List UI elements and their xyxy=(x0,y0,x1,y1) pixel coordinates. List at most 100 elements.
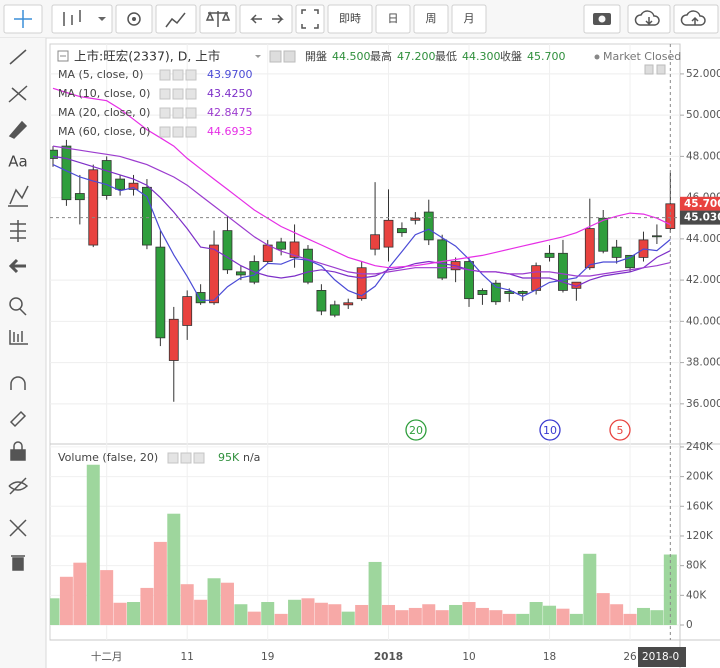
candle-body xyxy=(128,182,139,190)
volume-bar xyxy=(543,605,557,626)
y2-tick-label: 240K xyxy=(686,441,714,453)
volume-bar xyxy=(247,611,261,626)
load-button[interactable] xyxy=(627,4,671,34)
y2-tick-label: 200K xyxy=(686,471,714,483)
ma-line xyxy=(52,164,671,301)
candle-body xyxy=(584,228,595,269)
interval-button[interactable]: 日 xyxy=(388,12,399,25)
volume-bar xyxy=(194,599,208,626)
volume-bar xyxy=(220,582,234,626)
ohlc-value: 44.500 xyxy=(332,50,371,63)
candle-body xyxy=(423,211,434,241)
text-tool[interactable]: Aa xyxy=(8,153,27,171)
y-tick-label: 44.000 xyxy=(686,233,720,245)
volume-bar xyxy=(328,604,342,626)
symbol-button[interactable] xyxy=(51,4,113,34)
volume-bar xyxy=(355,604,369,626)
ohlc-value: 44.300 xyxy=(462,50,501,63)
candle-body xyxy=(625,254,635,269)
volume-bar xyxy=(569,613,583,626)
market-status: Market Closed xyxy=(603,50,681,63)
event-marker-label: 10 xyxy=(543,424,557,437)
ohlc-label: 最低 xyxy=(435,50,457,63)
y-tick-label: 50.000 xyxy=(686,109,720,121)
volume-bar xyxy=(301,598,315,626)
volume-bar xyxy=(489,610,503,626)
candle-body xyxy=(611,246,622,258)
y-tick-label: 42.000 xyxy=(686,274,720,286)
volume-bar xyxy=(435,610,449,626)
interval-button[interactable]: 即時 xyxy=(339,12,361,25)
volume-bar xyxy=(140,587,154,626)
volume-bar xyxy=(395,610,409,626)
legend-button xyxy=(185,126,197,138)
interval-buttons[interactable]: 即時 日 周 月 xyxy=(327,4,487,34)
candle-body xyxy=(222,230,233,271)
candle-body xyxy=(115,178,125,190)
x-tick-label: 19 xyxy=(261,651,274,663)
volume-bar xyxy=(529,602,543,626)
volume-bar xyxy=(636,607,650,626)
candle-body xyxy=(262,244,273,262)
candle-body xyxy=(168,318,179,361)
ohlc-label: 收盤 xyxy=(500,49,522,63)
undo-button[interactable] xyxy=(239,4,293,34)
event-marker-label: 20 xyxy=(409,424,423,437)
legend-value: 43.9700 xyxy=(207,68,253,81)
volume-bar xyxy=(368,561,382,626)
candle-body xyxy=(544,252,555,258)
y2-tick-label: 80K xyxy=(686,560,707,572)
legend-button xyxy=(167,452,179,464)
x-tick-label: 十二月 xyxy=(91,650,123,663)
snapshot-button[interactable] xyxy=(583,4,621,34)
interval-button[interactable]: 月 xyxy=(464,12,475,25)
volume-bar xyxy=(86,464,100,626)
indicators-button[interactable] xyxy=(155,4,197,34)
legend-button xyxy=(159,107,171,119)
interval-button[interactable]: 周 xyxy=(426,12,437,25)
candle-body xyxy=(182,296,193,326)
candle-body xyxy=(88,169,99,246)
candle-body xyxy=(356,267,367,300)
y2-tick-label: 120K xyxy=(686,530,714,542)
settings-button[interactable] xyxy=(115,4,153,34)
candle-body xyxy=(383,219,394,248)
volume-bar xyxy=(623,613,637,626)
volume-bar xyxy=(610,604,624,626)
legend-name: MA (20, close, 0) xyxy=(58,106,150,119)
y-tick-label: 40.000 xyxy=(686,315,720,327)
volume-bar xyxy=(382,604,395,626)
left-toolbar xyxy=(0,38,46,668)
volume-bar xyxy=(59,576,73,626)
volume-bar xyxy=(408,607,422,626)
candle-body xyxy=(370,234,380,250)
volume-value: 95K xyxy=(218,451,240,464)
event-marker-label: 5 xyxy=(617,424,624,437)
candle-body xyxy=(50,149,58,159)
legend-button xyxy=(159,69,171,81)
ohlc-label: 最高 xyxy=(370,49,392,63)
candle-body xyxy=(289,241,300,258)
save-button[interactable] xyxy=(673,4,719,34)
fullscreen-button[interactable] xyxy=(295,4,325,34)
ma-line xyxy=(52,145,671,277)
volume-bar xyxy=(288,599,302,626)
y2-tick-label: 40K xyxy=(686,589,707,601)
candle-body xyxy=(490,282,501,303)
volume-bar xyxy=(234,604,248,626)
volume-bar xyxy=(50,598,60,626)
y2-tick-label: 0 xyxy=(686,619,693,631)
legend-button xyxy=(172,88,184,100)
y-tick-label: 38.000 xyxy=(686,357,720,369)
candle-body xyxy=(303,248,313,283)
crosshair-date-box xyxy=(638,647,686,667)
x-tick-label: 26 xyxy=(623,651,637,663)
y-tick-label: 48.000 xyxy=(686,150,720,162)
legend-button xyxy=(159,88,171,100)
crosshair-tool[interactable] xyxy=(3,4,43,34)
drawing-tools[interactable] xyxy=(8,49,29,571)
compare-button[interactable] xyxy=(199,4,237,34)
volume-bar xyxy=(475,607,489,626)
crosshair-date-label: 2018-0 xyxy=(642,651,679,663)
